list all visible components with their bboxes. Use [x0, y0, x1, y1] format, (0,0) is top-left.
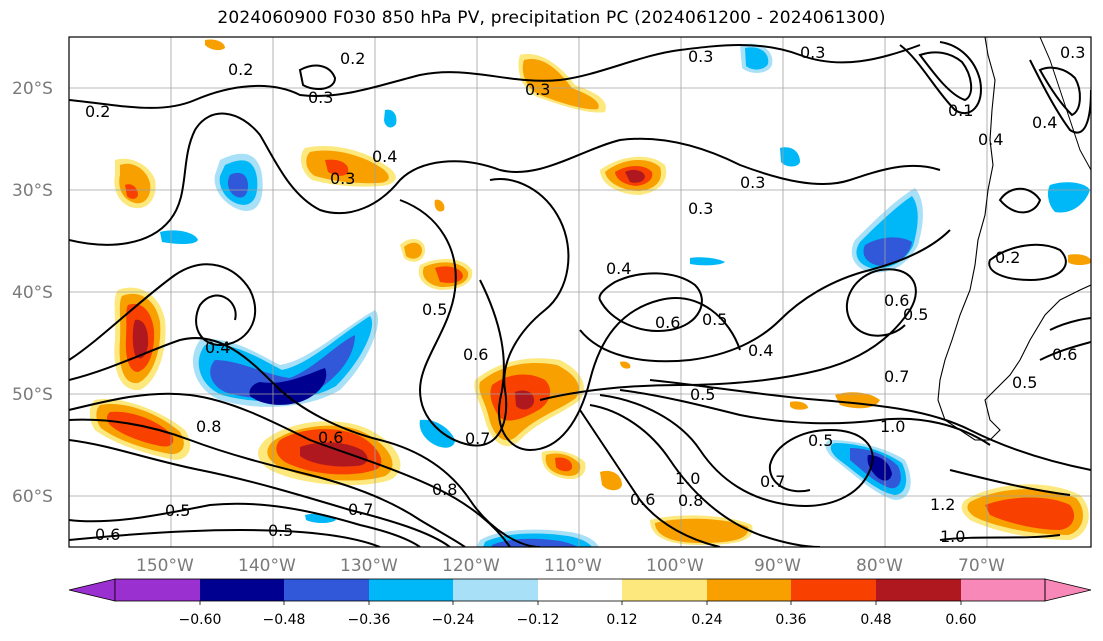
- contour-label: 0.5: [268, 521, 293, 540]
- coastline: [937, 37, 1091, 441]
- precipitation-shading: [89, 39, 1091, 547]
- contour-label: 0.3: [740, 173, 765, 192]
- lon-label-120w: 120°W: [442, 556, 500, 576]
- colorbar-bin: [200, 579, 284, 601]
- colorbar-bin: [284, 579, 369, 601]
- lon-label-70w: 70°W: [958, 556, 1005, 576]
- contour-label: 0.6: [95, 525, 120, 544]
- contour-label: 0.7: [348, 500, 373, 519]
- lon-label-110w: 110°W: [544, 556, 602, 576]
- contour-label: 0.3: [800, 43, 825, 62]
- contour-label: 0.3: [308, 88, 333, 107]
- plot-title: 2024060900 F030 850 hPa PV, precipitatio…: [217, 8, 886, 28]
- contour-label: 0.6: [318, 428, 343, 447]
- colorbar-bin: [622, 579, 707, 601]
- colorbar-bin: [961, 579, 1045, 601]
- lon-label-140w: 140°W: [238, 556, 296, 576]
- lat-label-60s: 60°S: [12, 487, 53, 507]
- lat-label-40s: 40°S: [12, 283, 53, 303]
- contour-label: 0.8: [196, 417, 221, 436]
- contour-label: 0.8: [432, 480, 457, 499]
- lon-label-90w: 90°W: [754, 556, 801, 576]
- colorbar-tick-label: −0.48: [263, 612, 306, 628]
- colorbar-extend-high: [1044, 578, 1092, 602]
- colorbar-tick-label: −0.36: [348, 612, 391, 628]
- contour-label: 0.4: [978, 130, 1003, 149]
- colorbar-ticks: [199, 601, 962, 605]
- colorbar-tick-labels: −0.60 −0.48 −0.36 −0.24 −0.12 0.12 0.24 …: [179, 612, 977, 628]
- contour-label: 0.6: [884, 291, 909, 310]
- contour-label: 0.5: [422, 300, 447, 319]
- contour-label: 0.5: [903, 305, 928, 324]
- contour-label: 0.3: [330, 169, 355, 188]
- contour-label: 0.6: [463, 345, 488, 364]
- contour-label: 0.3: [1060, 43, 1085, 62]
- colorbar-bin: [707, 579, 791, 601]
- colorbar-tick-label: 0.24: [691, 612, 722, 628]
- map-frame: [68, 36, 1092, 548]
- contour-label: 0.2: [85, 102, 110, 121]
- contour-label: 1.0: [880, 417, 905, 436]
- colorbar-frame: [114, 578, 1046, 602]
- colorbar-tick-label: 0.36: [775, 612, 806, 628]
- contour-label: 0.8: [678, 491, 703, 510]
- contour-label: 0.1: [948, 101, 973, 120]
- colorbar-tick-label: −0.24: [432, 612, 475, 628]
- contour-label: 0.5: [1012, 373, 1037, 392]
- colorbar-bin: [369, 579, 453, 601]
- colorbar-tick-label: −0.12: [517, 612, 560, 628]
- colorbar-tick-label: 0.48: [860, 612, 891, 628]
- lat-label-50s: 50°S: [12, 385, 53, 405]
- lon-label-130w: 130°W: [340, 556, 398, 576]
- colorbar-bin: [538, 579, 622, 601]
- contour-labels: 0.2 0.2 0.2 0.3 0.3 0.3 0.4 0.3 0.3 0.3 …: [85, 43, 1085, 546]
- contour-label: 0.2: [340, 49, 365, 68]
- contour-label: 1.2: [930, 495, 955, 514]
- contour-label: 0.5: [690, 385, 715, 404]
- contour-label: 0.5: [165, 501, 190, 520]
- contour-label: 0.4: [372, 147, 397, 166]
- contour-label: 0.3: [525, 80, 550, 99]
- contour-label: 0.3: [688, 199, 713, 218]
- coastline-east: [1039, 37, 1091, 171]
- longitude-labels: 150°W 140°W 130°W 120°W 110°W 100°W 90°W…: [136, 556, 1005, 576]
- contour-label: 1.0: [675, 469, 700, 488]
- contour-label: 0.4: [1032, 113, 1057, 132]
- contour-label: 0.7: [760, 472, 785, 491]
- colorbar-bin: [791, 579, 876, 601]
- latitude-labels: 20°S 30°S 40°S 50°S 60°S: [12, 79, 53, 507]
- contour-label: 0.3: [688, 47, 713, 66]
- lon-label-80w: 80°W: [856, 556, 903, 576]
- colorbar-bin: [115, 579, 200, 601]
- contour-label: 0.7: [884, 367, 909, 386]
- contour-label: 0.6: [630, 490, 655, 509]
- colorbar-bin: [876, 579, 961, 601]
- colorbar-bin: [453, 579, 538, 601]
- colorbar-tick-label: 0.60: [945, 612, 976, 628]
- contour-label: 0.6: [655, 313, 680, 332]
- colorbar-extend-low: [68, 578, 116, 602]
- contour-label: 0.7: [465, 429, 490, 448]
- colorbar-tick-label: 0.12: [606, 612, 637, 628]
- contour-label: 1.0: [940, 527, 965, 546]
- lon-label-100w: 100°W: [646, 556, 704, 576]
- contour-label: 0.2: [228, 60, 253, 79]
- contour-label: 0.2: [995, 248, 1020, 267]
- lon-label-150w: 150°W: [136, 556, 194, 576]
- colorbar: −0.60 −0.48 −0.36 −0.24 −0.12 0.12 0.24 …: [68, 578, 1092, 628]
- lat-label-20s: 20°S: [12, 79, 53, 99]
- colorbar-tick-label: −0.60: [179, 612, 222, 628]
- contour-label: 0.5: [702, 310, 727, 329]
- contour-label: 0.4: [606, 259, 631, 278]
- pv-contours: [69, 41, 1091, 547]
- contour-label: 0.4: [748, 341, 773, 360]
- contour-label: 0.5: [808, 431, 833, 450]
- lat-label-30s: 30°S: [12, 181, 53, 201]
- contour-label: 0.6: [1052, 345, 1077, 364]
- contour-label: 0.4: [205, 338, 230, 357]
